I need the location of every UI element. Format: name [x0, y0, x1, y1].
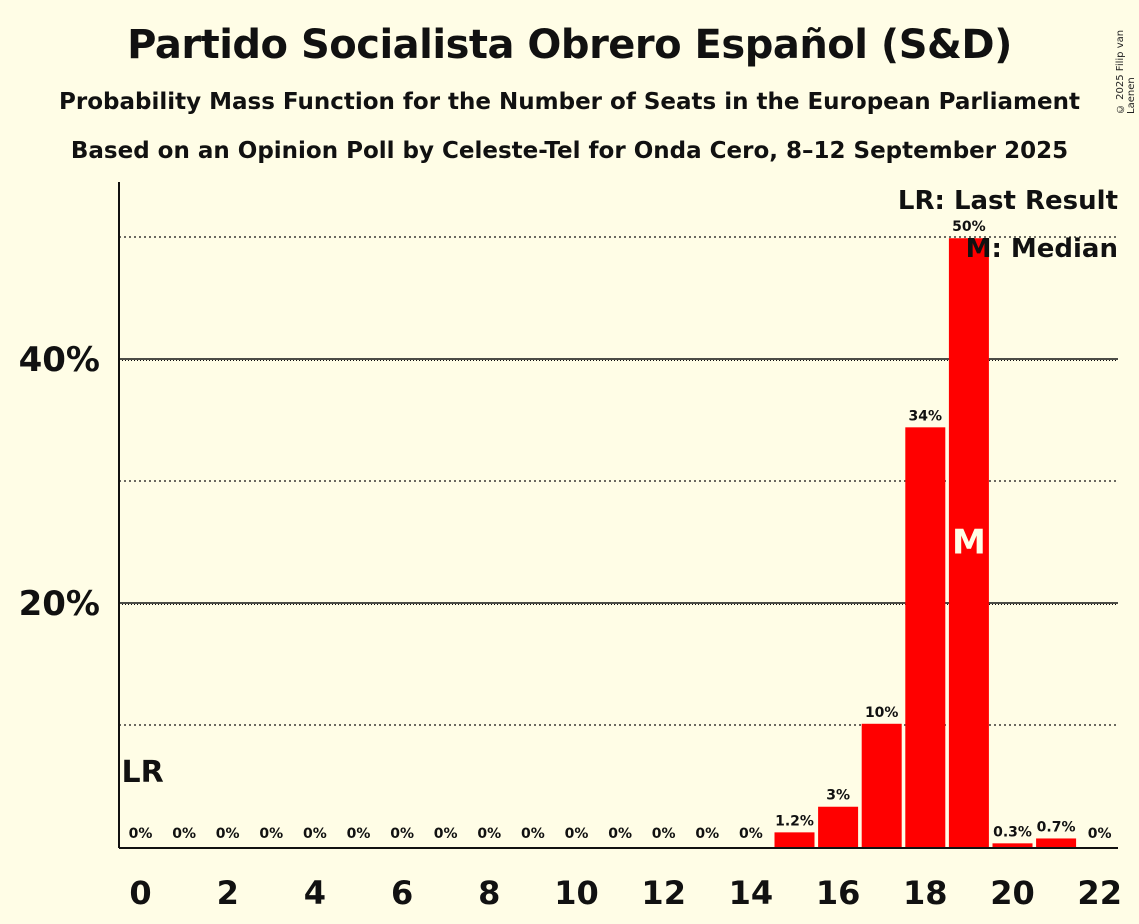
- chart-source-line: Based on an Opinion Poll by Celeste-Tel …: [70, 138, 1069, 164]
- data-label-seat-9: 0%: [521, 826, 545, 842]
- bar-seat-17: [861, 723, 902, 847]
- data-label-seat-21: 0.7%: [1037, 819, 1076, 835]
- data-label-seat-0: 0%: [129, 826, 153, 842]
- x-tick-label-12: 12: [641, 874, 686, 912]
- y-tick-label-20: 20%: [19, 584, 100, 624]
- x-tick-label-20: 20: [990, 874, 1035, 912]
- data-label-seat-4: 0%: [303, 826, 327, 842]
- bar-seat-20: [992, 843, 1033, 847]
- data-label-seat-5: 0%: [347, 826, 371, 842]
- x-tick-label-16: 16: [816, 874, 861, 912]
- x-tick-label-14: 14: [729, 874, 774, 912]
- x-tick-label-10: 10: [554, 874, 599, 912]
- bar-seat-18: [905, 427, 946, 847]
- bar-seat-21: [1036, 838, 1077, 847]
- legend-last-result: LR: Last Result: [898, 186, 1118, 216]
- bar-series: [774, 238, 1077, 848]
- x-tick-label-8: 8: [478, 874, 500, 912]
- median-marker: M: [952, 523, 986, 563]
- data-label-seat-18: 34%: [909, 408, 943, 424]
- legend-median: M: Median: [966, 234, 1118, 264]
- x-tick-label-2: 2: [217, 874, 239, 912]
- x-tick-label-18: 18: [903, 874, 948, 912]
- data-label-seat-11: 0%: [608, 826, 632, 842]
- data-label-seat-10: 0%: [565, 826, 589, 842]
- data-label-seat-14: 0%: [739, 826, 763, 842]
- x-tick-label-6: 6: [391, 874, 413, 912]
- data-label-seat-6: 0%: [390, 826, 414, 842]
- data-label-seat-15: 1.2%: [775, 813, 814, 829]
- data-label-seat-8: 0%: [477, 826, 501, 842]
- data-label-seat-12: 0%: [652, 826, 676, 842]
- data-label-seat-20: 0.3%: [993, 824, 1032, 840]
- data-labels: 0% 0% 0% 0% 0% 0% 0% 0% 0% 0% 0% 0% 0% 0% 0% 1.2% 3% 10% 3…: [122, 219, 1112, 842]
- legend: LR: Last Result M: Median: [898, 186, 1118, 264]
- x-tick-label-4: 4: [304, 874, 326, 912]
- data-label-seat-13: 0%: [695, 826, 719, 842]
- data-label-seat-1: 0%: [172, 826, 196, 842]
- x-tick-label-22: 22: [1077, 874, 1122, 912]
- data-label-seat-7: 0%: [434, 826, 458, 842]
- bar-seat-19: [948, 238, 989, 848]
- y-tick-label-40: 40%: [19, 340, 100, 380]
- data-label-seat-22: 0%: [1088, 826, 1112, 842]
- data-label-seat-2: 0%: [216, 826, 240, 842]
- data-label-seat-19: 50%: [952, 219, 986, 235]
- x-tick-label-0: 0: [129, 874, 151, 912]
- data-label-seat-17: 10%: [865, 705, 899, 721]
- axes: 0 2 4 6 8 10 12 14 16 18 20 22 20% 40%: [19, 182, 1122, 912]
- chart-title: Partido Socialista Obrero Español (S&D): [127, 22, 1012, 68]
- last-result-marker: LR: [122, 755, 164, 790]
- data-label-seat-3: 0%: [259, 826, 283, 842]
- bar-seat-15: [774, 832, 815, 847]
- chart-subtitle: Probability Mass Function for the Number…: [59, 89, 1080, 115]
- data-label-seat-16: 3%: [826, 788, 850, 804]
- bar-seat-16: [818, 806, 859, 847]
